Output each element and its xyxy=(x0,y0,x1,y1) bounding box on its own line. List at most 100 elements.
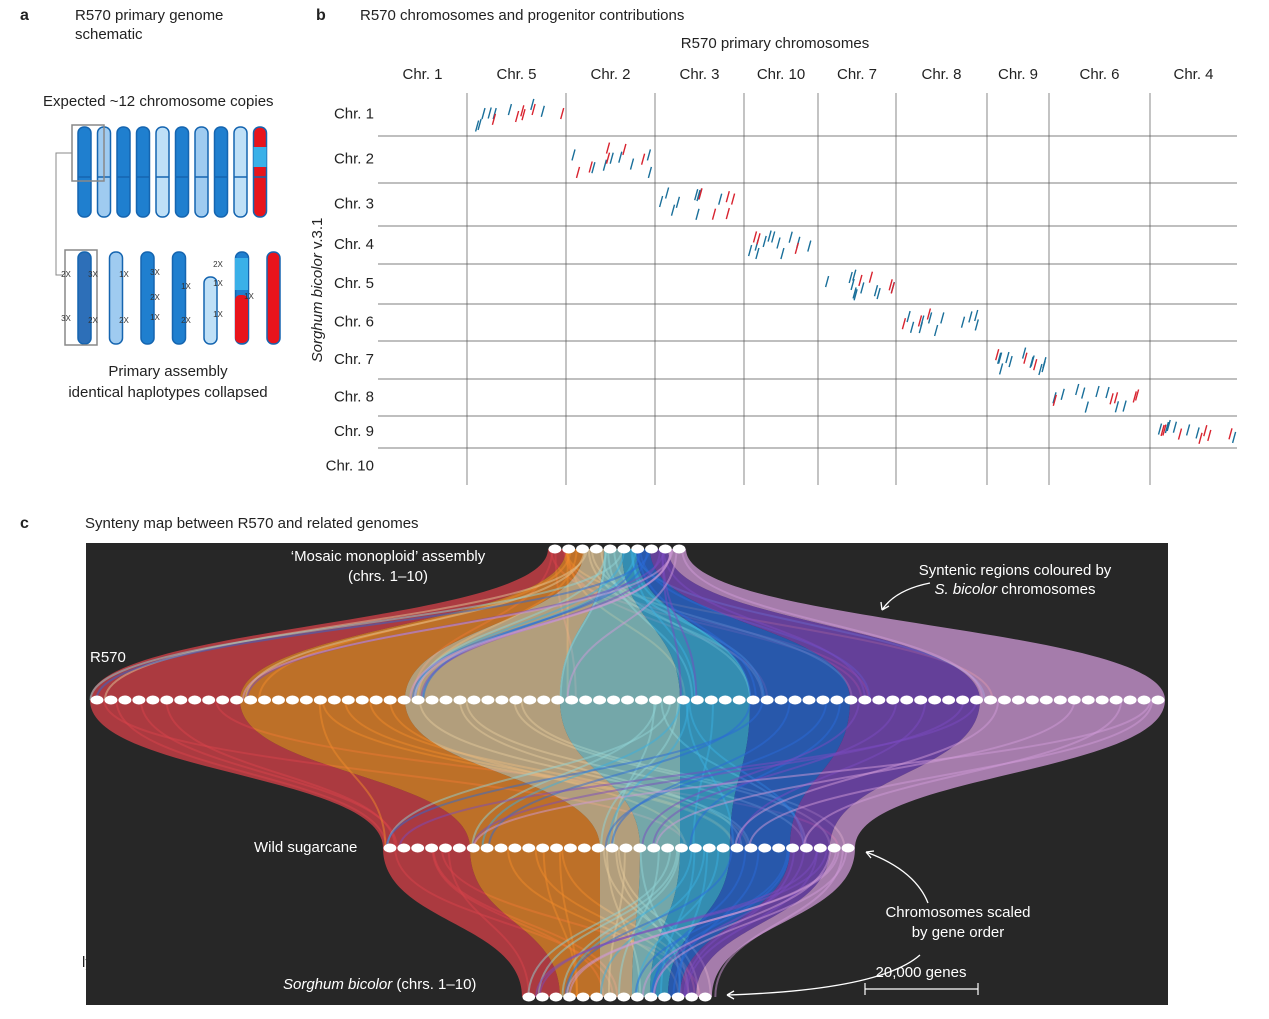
synteny-link xyxy=(689,699,842,849)
chromosome xyxy=(900,695,914,705)
panel-label: a xyxy=(20,7,29,24)
chromosome xyxy=(658,992,671,1002)
chromosome xyxy=(685,992,698,1002)
alignment-marks xyxy=(658,187,723,220)
label: R570 xyxy=(90,649,126,666)
synteny-link xyxy=(610,699,791,849)
chromosome-part xyxy=(235,295,248,343)
chromosome xyxy=(285,695,299,705)
chromosome xyxy=(551,695,565,705)
chromosome xyxy=(383,695,397,705)
chromosome xyxy=(576,544,589,554)
chromosome xyxy=(617,544,631,554)
chromosome xyxy=(841,843,855,853)
synteny-map xyxy=(89,544,1165,1002)
annotation: Chromosomes scaled xyxy=(885,904,1030,921)
copy-label: 1X xyxy=(213,310,223,319)
chromosome xyxy=(577,843,591,853)
chromosome xyxy=(439,695,453,705)
chromosome xyxy=(997,695,1011,705)
annotation: Syntenic regions coloured by xyxy=(919,562,1112,579)
axis-title: R570 primary chromosomes xyxy=(681,35,869,52)
row-label: Chr. 7 xyxy=(334,351,374,368)
chromosome xyxy=(425,843,439,853)
panel-title: R570 chromosomes and progenitor contribu… xyxy=(360,7,684,24)
chromosome xyxy=(672,544,686,554)
row-label: Chr. 10 xyxy=(326,457,374,474)
chromosome xyxy=(799,843,813,853)
synteny-link xyxy=(537,847,679,998)
chromosome xyxy=(452,843,466,853)
chromosome xyxy=(603,992,617,1002)
chromosome xyxy=(590,992,603,1002)
synteny-band xyxy=(405,700,640,848)
label: Sorghum bicolor (chrs. 1–10) xyxy=(283,976,476,993)
copy-label: 1X xyxy=(150,313,160,322)
chromosome xyxy=(522,992,536,1002)
chromosome xyxy=(744,843,758,853)
chromosome xyxy=(704,695,718,705)
caption: Primary assembly xyxy=(108,363,228,380)
chromosome xyxy=(116,126,131,218)
synteny-link xyxy=(487,699,752,849)
chromosome xyxy=(453,695,467,705)
chromosome xyxy=(633,843,647,853)
chromosome xyxy=(327,695,341,705)
synteny-link xyxy=(103,548,588,701)
synteny-band xyxy=(622,549,750,700)
row-label: Chr. 9 xyxy=(334,423,374,440)
chromosome xyxy=(563,843,577,853)
synteny-link xyxy=(542,847,578,998)
synteny-band xyxy=(668,549,1165,700)
annotation: S. bicolor chromosomes xyxy=(935,581,1096,598)
chromosome xyxy=(397,695,411,705)
chromosome xyxy=(135,126,151,218)
chromosome xyxy=(631,992,644,1002)
copy-label: 1X xyxy=(119,270,129,279)
column-label: Chr. 2 xyxy=(590,66,630,83)
chromosome xyxy=(716,843,730,853)
panel-title: schematic xyxy=(75,26,143,43)
label: Wild sugarcane xyxy=(254,839,357,856)
synteny-link xyxy=(662,548,866,701)
copy-label: 1X xyxy=(213,279,223,288)
synteny-link xyxy=(414,548,625,701)
annotation-italic: S. bicolor xyxy=(935,581,999,598)
chromosome xyxy=(579,695,593,705)
axis-title-italic: Sorghum bicolor xyxy=(309,252,326,362)
synteny-band xyxy=(90,549,566,700)
chromosome xyxy=(928,695,942,705)
panel-label: b xyxy=(316,7,326,24)
axis-title: Sorghum bicolor v.3.1 xyxy=(309,218,326,363)
chromosome xyxy=(914,695,928,705)
chromosome xyxy=(886,695,900,705)
column-label: Chr. 9 xyxy=(998,66,1038,83)
alignment-marks xyxy=(1157,419,1237,444)
chromosome xyxy=(494,843,508,853)
synteny-band xyxy=(680,848,830,997)
alignment-marks xyxy=(906,309,979,337)
synteny-link xyxy=(561,847,680,998)
chromosome xyxy=(671,992,685,1002)
chromosome xyxy=(603,544,617,554)
chromosome xyxy=(661,843,675,853)
chromosome xyxy=(258,695,271,705)
copy-label: 2X xyxy=(150,293,160,302)
chromosome xyxy=(589,544,603,554)
synteny-link xyxy=(802,699,1123,849)
label: ‘Mosaic monoploid’ assembly xyxy=(291,548,486,565)
chromosome xyxy=(788,695,802,705)
chromosome xyxy=(146,695,160,705)
copy-label: 3X xyxy=(88,270,98,279)
annotation-rest: chromosomes xyxy=(1001,581,1095,598)
chromosome xyxy=(698,992,712,1002)
chromosome xyxy=(132,695,146,705)
panel-label: c xyxy=(20,515,29,532)
scale-bar xyxy=(864,983,979,995)
copy-label: 1X xyxy=(244,292,254,301)
chromosome xyxy=(439,843,452,853)
alignment-marks xyxy=(1052,383,1127,413)
chromosome xyxy=(480,843,494,853)
chromosome xyxy=(1025,695,1039,705)
